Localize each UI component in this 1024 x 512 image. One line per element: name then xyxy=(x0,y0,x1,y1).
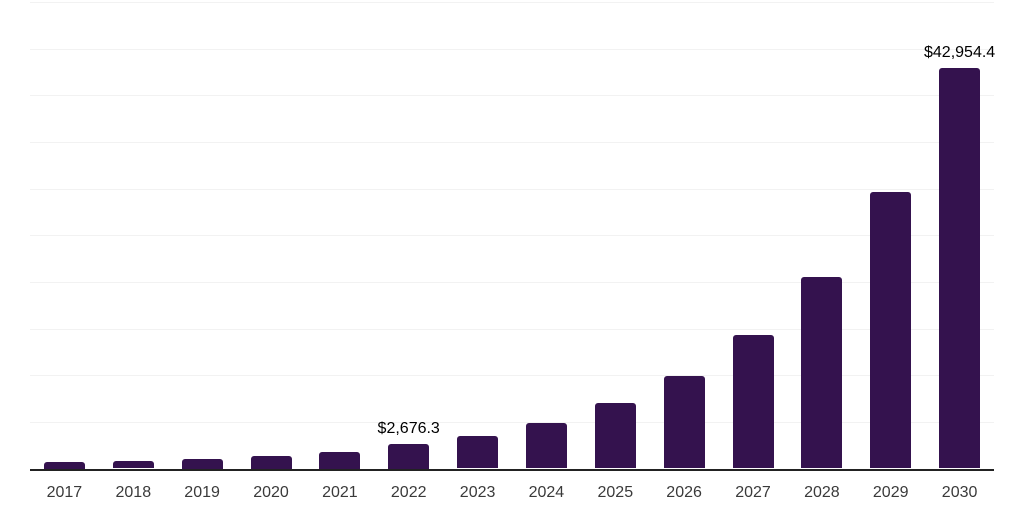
bar-2029 xyxy=(870,191,912,469)
x-tick-label-2017: 2017 xyxy=(46,484,83,501)
bar-2026 xyxy=(663,375,705,469)
x-tick-label-2023: 2023 xyxy=(459,484,496,501)
x-tick-label-2020: 2020 xyxy=(253,484,289,501)
bar-2024 xyxy=(525,422,567,469)
bar-2027 xyxy=(732,335,774,469)
bar-2017 xyxy=(43,462,85,469)
bar-2030 xyxy=(939,67,981,469)
bar-2023 xyxy=(457,436,499,469)
x-tick-label-2026: 2026 xyxy=(666,484,702,501)
gridline-10000 xyxy=(30,375,994,377)
x-tick-label-2027: 2027 xyxy=(735,484,771,501)
bar-2020 xyxy=(250,456,292,469)
data-label-2022: $2,676.3 xyxy=(377,419,440,437)
gridline-30000 xyxy=(30,188,994,190)
gridline-15000 xyxy=(30,328,994,330)
gridline-5000 xyxy=(30,421,994,423)
bar-2018 xyxy=(112,461,154,469)
bar-2025 xyxy=(594,403,636,469)
bar-2022 xyxy=(388,443,430,469)
gridline-25000 xyxy=(30,235,994,237)
x-tick-label-2025: 2025 xyxy=(597,484,634,501)
gridline-35000 xyxy=(30,142,994,143)
x-tick-label-2028: 2028 xyxy=(804,484,840,501)
gridline-45000 xyxy=(30,48,994,50)
gridline-40000 xyxy=(30,95,994,97)
x-tick-label-2021: 2021 xyxy=(322,484,358,501)
x-tick-label-2029: 2029 xyxy=(872,484,909,501)
x-tick-label-2024: 2024 xyxy=(528,484,565,501)
x-tick-label-2019: 2019 xyxy=(184,484,220,501)
x-tick-label-2018: 2018 xyxy=(115,484,152,501)
x-axis-line xyxy=(30,468,994,471)
x-tick-label-2022: 2022 xyxy=(390,484,427,501)
data-label-2030: $42,954.4 xyxy=(924,43,996,61)
x-tick-label-2030: 2030 xyxy=(941,484,978,501)
gridline-20000 xyxy=(30,281,994,283)
bar-2028 xyxy=(801,276,843,469)
bar-2019 xyxy=(181,459,223,469)
gridline-50000 xyxy=(30,2,994,3)
bar-2021 xyxy=(319,452,361,469)
